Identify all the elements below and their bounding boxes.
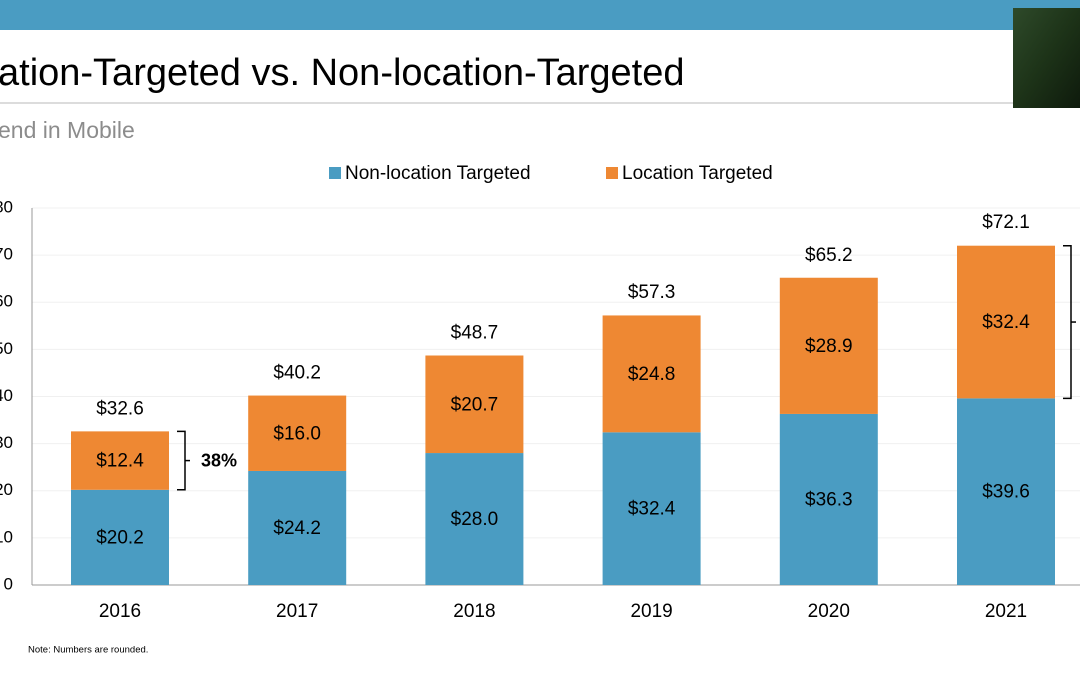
bar-segment xyxy=(779,277,878,414)
x-tick-label: 2021 xyxy=(985,601,1027,622)
total-label: $40.2 xyxy=(273,363,321,384)
photo xyxy=(1013,8,1080,108)
x-tick-label: 2020 xyxy=(808,601,850,622)
bar-segment xyxy=(602,315,701,433)
legend-swatch xyxy=(329,167,341,179)
bar-segment xyxy=(779,413,878,585)
total-label: $72.1 xyxy=(982,212,1030,233)
value-label: $24.2 xyxy=(273,518,321,539)
value-label: $24.8 xyxy=(628,364,676,385)
value-label: $36.3 xyxy=(805,489,853,510)
y-tick-label: 70 xyxy=(0,245,13,264)
bar-segment xyxy=(957,398,1055,585)
total-label: $48.7 xyxy=(451,323,499,344)
note: Note: Numbers are rounded. xyxy=(28,645,148,656)
title: ation-Targeted vs. Non-location-Targeted xyxy=(0,52,685,94)
value-label: $28.9 xyxy=(805,336,853,357)
legend-label: Non-location Targeted xyxy=(345,163,531,184)
bracket xyxy=(177,430,186,491)
y-tick-label: 80 xyxy=(0,197,13,216)
y-tick-label: 20 xyxy=(0,480,13,499)
value-label: $32.4 xyxy=(982,312,1030,333)
x-tick-label: 2019 xyxy=(630,601,672,622)
subtitle: end in Mobile xyxy=(0,117,135,143)
y-tick-label: 0 xyxy=(4,574,13,593)
y-tick-label: 60 xyxy=(0,292,13,311)
total-label: $57.3 xyxy=(628,282,676,303)
y-tick-label: 10 xyxy=(0,527,13,546)
value-label: $12.4 xyxy=(96,451,144,472)
bar-segment xyxy=(71,489,169,585)
value-label: $20.2 xyxy=(96,527,144,548)
legend-label: Location Targeted xyxy=(622,163,773,184)
x-tick-label: 2018 xyxy=(453,601,495,622)
x-tick-label: 2016 xyxy=(99,601,141,622)
bar-segment xyxy=(957,245,1055,399)
bar-segment xyxy=(425,453,524,585)
bar-segment xyxy=(425,355,524,454)
value-label: $28.0 xyxy=(451,509,499,530)
bar-segment xyxy=(602,432,701,585)
bracket xyxy=(1063,244,1072,400)
annotation: 38% xyxy=(201,450,237,470)
y-tick-label: 30 xyxy=(0,433,13,452)
bar-segment xyxy=(71,431,169,490)
bar-segment xyxy=(248,470,347,585)
value-label: $20.7 xyxy=(451,394,499,415)
value-label: $39.6 xyxy=(982,482,1030,503)
total-label: $32.6 xyxy=(96,398,144,419)
y-tick-label: 40 xyxy=(0,386,13,405)
header-band xyxy=(0,0,1080,30)
x-tick-label: 2017 xyxy=(276,601,318,622)
bar-segment xyxy=(248,395,347,471)
y-tick-label: 50 xyxy=(0,339,13,358)
value-label: $16.0 xyxy=(273,423,321,444)
value-label: $32.4 xyxy=(628,499,676,520)
total-label: $65.2 xyxy=(805,245,853,266)
legend-swatch xyxy=(606,167,618,179)
